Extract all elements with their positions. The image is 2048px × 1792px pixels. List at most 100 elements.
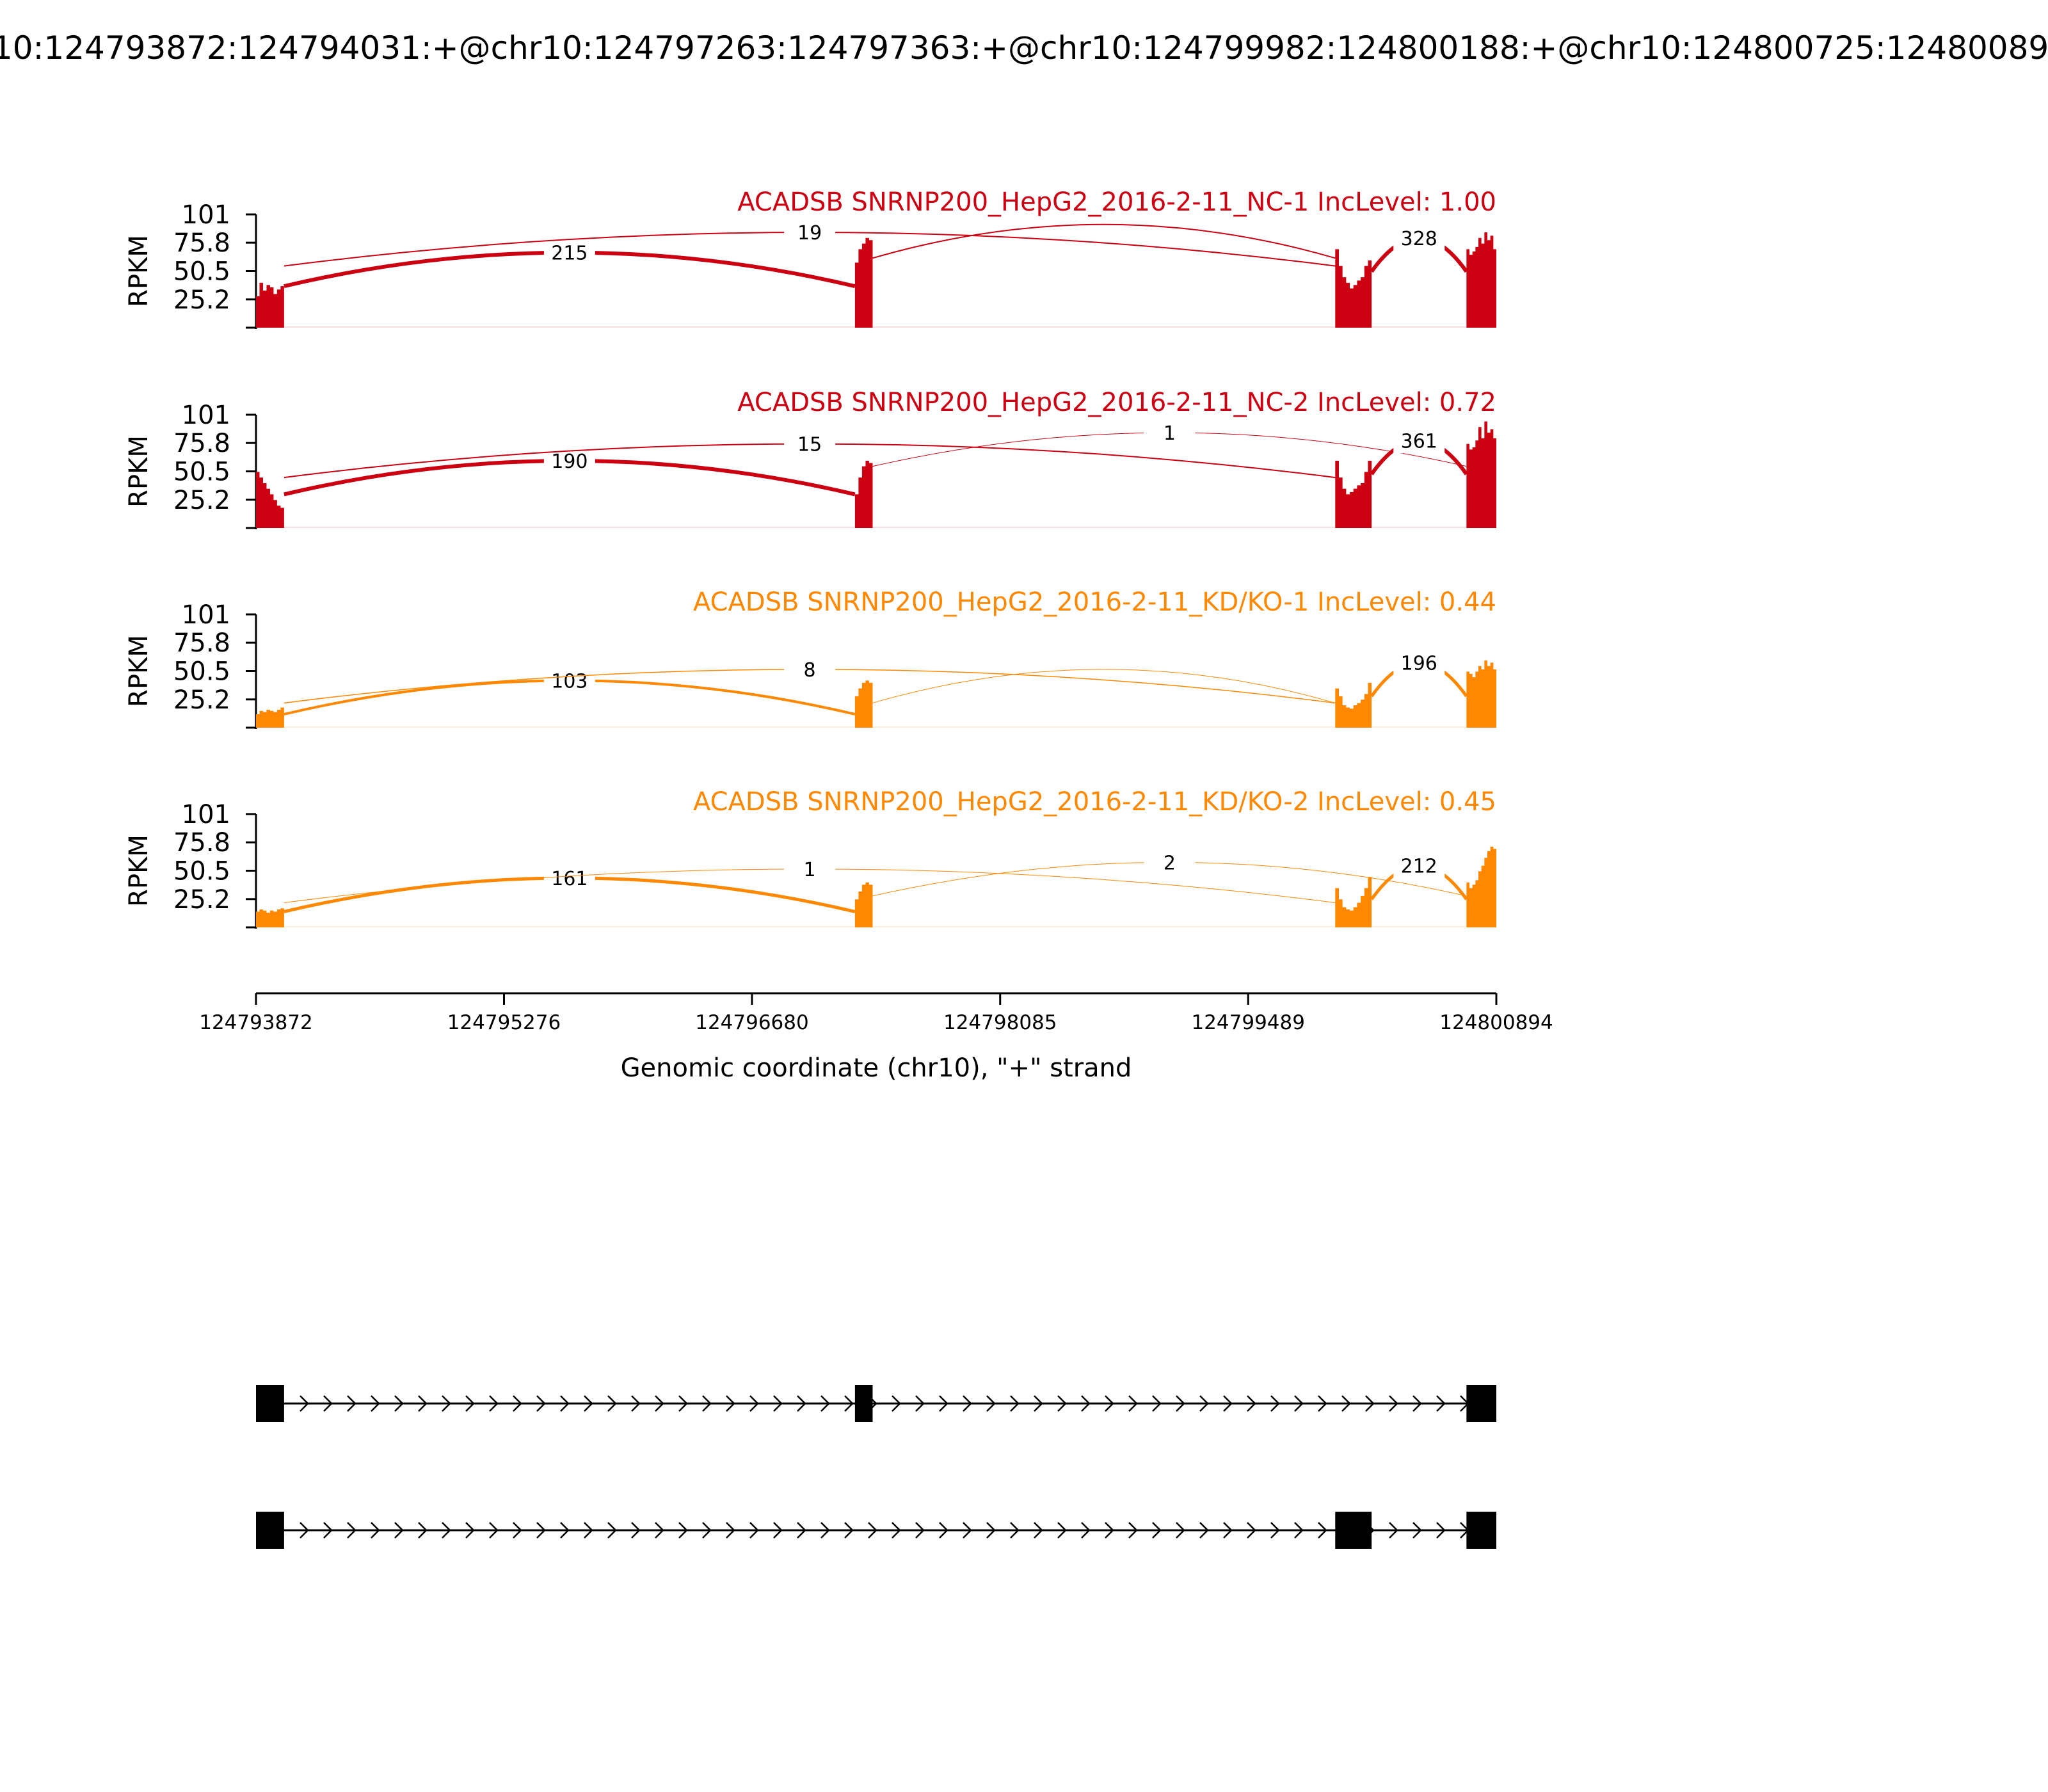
track-title: ACADSB SNRNP200_HepG2_2016-2-11_KD/KO-2 … [693,787,1496,817]
isoform-1 [256,1385,1496,1422]
x-axis-label: Genomic coordinate (chr10), "+" strand [621,1053,1132,1083]
coverage-area [256,707,284,728]
strand-arrow [1365,1395,1375,1412]
y-tick-label: 25.2 [173,285,230,315]
strand-arrow [323,1395,333,1412]
strand-arrow [939,1522,948,1539]
junction-label-bg [1393,225,1445,251]
strand-arrow [1105,1395,1114,1412]
strand-arrow [986,1395,996,1412]
junction-count-label: 328 [1401,228,1437,250]
strand-arrow [1341,1395,1351,1412]
strand-arrow [465,1395,475,1412]
y-tick-label: 25.2 [173,685,230,715]
strand-arrow [560,1395,570,1412]
strand-arrow [1105,1522,1114,1539]
strand-arrow [607,1522,617,1539]
x-axis: Genomic coordinate (chr10), "+" strand 1… [199,992,1553,1083]
strand-arrow [489,1522,499,1539]
isoform-exon [1466,1385,1496,1422]
isoform-models [256,1385,1496,1549]
strand-arrow [820,1395,830,1412]
coverage-area [854,237,873,328]
strand-arrow [844,1395,854,1412]
strand-arrow [347,1522,356,1539]
strand-arrow [749,1395,759,1412]
strand-arrow [1294,1522,1304,1539]
track-3: ACADSB SNRNP200_HepG2_2016-2-11_KD/KO-1 … [124,588,1496,729]
strand-arrow [655,1522,664,1539]
junction-arc [872,223,1336,259]
track-2: ACADSB SNRNP200_HepG2_2016-2-11_NC-2 Inc… [124,388,1496,529]
strand-arrow [868,1522,877,1539]
junction-count-label: 190 [551,451,588,473]
junction-count-label: 1 [804,859,816,881]
strand-arrow [300,1522,309,1539]
junction-count-label: 161 [551,868,588,890]
strand-arrow [536,1395,546,1412]
junction-label-bg [1144,420,1196,446]
strand-arrow [678,1395,688,1412]
y-tick-label: 50.5 [173,857,230,886]
track-title: ACADSB SNRNP200_HepG2_2016-2-11_KD/KO-1 … [693,588,1496,617]
strand-arrow [702,1395,712,1412]
coverage-area [256,282,284,328]
strand-arrow [915,1395,925,1412]
strand-arrow [986,1522,996,1539]
strand-arrow [1199,1395,1209,1412]
strand-arrow [726,1395,735,1412]
track-4: ACADSB SNRNP200_HepG2_2016-2-11_KD/KO-2 … [124,787,1496,929]
isoform-exon [1335,1512,1372,1549]
strand-arrow [773,1522,783,1539]
strand-arrow [655,1395,664,1412]
junction-label-bg [784,431,836,457]
strand-arrow [1010,1522,1020,1539]
strand-arrow [442,1395,451,1412]
strand-arrow [1176,1522,1185,1539]
coverage-tracks: ACADSB SNRNP200_HepG2_2016-2-11_NC-1 Inc… [124,188,1496,929]
x-tick-label: 124793872 [199,1011,313,1034]
junction-count-label: 1 [1164,422,1176,445]
strand-arrow [465,1522,475,1539]
strand-arrow [1081,1395,1091,1412]
junction-count-label: 215 [551,243,588,265]
strand-arrow [442,1522,451,1539]
junction-label-bg [543,865,595,891]
strand-arrow [939,1395,948,1412]
strand-arrow [1270,1395,1280,1412]
strand-arrow [678,1522,688,1539]
coverage-area [854,460,873,528]
y-axis-label: RPKM [124,835,154,907]
strand-arrow [1010,1395,1020,1412]
y-tick-label: 101 [182,600,230,630]
strand-arrow [418,1522,428,1539]
strand-arrow [963,1522,972,1539]
x-tick-label: 124799489 [1191,1011,1305,1034]
strand-arrow [584,1522,593,1539]
strand-arrow [749,1522,759,1539]
coverage-area [1335,682,1372,728]
strand-arrow [513,1395,522,1412]
plot-title: chr10:124793872:124794031:+@chr10:124797… [0,29,2048,67]
isoform-exon [854,1385,873,1422]
junction-count-label: 2 [1164,852,1176,874]
strand-arrow [1412,1522,1422,1539]
strand-arrow [300,1395,309,1412]
junction-label-bg [1393,852,1445,879]
strand-arrow [489,1395,499,1412]
junction-label-bg [784,856,836,882]
junction-count-label: 212 [1401,856,1437,878]
coverage-area [1335,460,1372,528]
junction-label-bg [1144,849,1196,876]
junction-label-bg [784,656,836,682]
strand-arrow [1270,1522,1280,1539]
y-tick-label: 75.8 [173,628,230,658]
strand-arrow [513,1522,522,1539]
junction-label-bg [1393,650,1445,676]
strand-arrow [560,1522,570,1539]
track-1: ACADSB SNRNP200_HepG2_2016-2-11_NC-1 Inc… [124,188,1496,329]
strand-arrow [1223,1522,1233,1539]
strand-arrow [1034,1395,1043,1412]
coverage-area [1466,232,1496,328]
strand-arrow [1247,1522,1256,1539]
